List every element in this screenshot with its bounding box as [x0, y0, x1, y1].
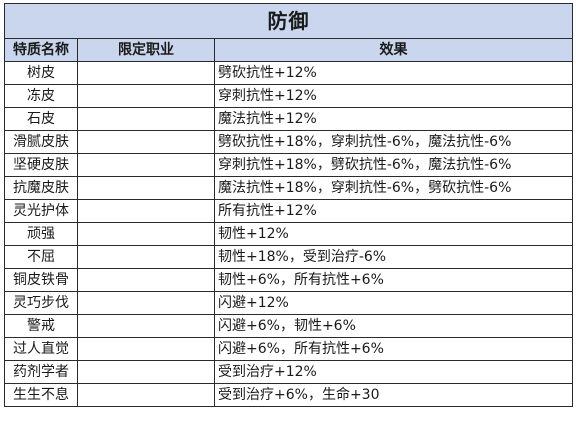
trait-class	[77, 130, 215, 154]
trait-name: 滑腻皮肤	[4, 130, 78, 154]
table-row: 树皮 劈砍抗性+12%	[4, 61, 574, 85]
trait-class	[77, 245, 215, 269]
trait-effect: 劈砍抗性+12%	[213, 61, 574, 85]
table-row: 灵光护体 所有抗性+12%	[4, 199, 574, 223]
trait-effect: 韧性+6%，所有抗性+6%	[213, 268, 574, 292]
trait-name: 生生不息	[4, 383, 78, 407]
table-row: 坚硬皮肤 穿刺抗性+18%，劈砍抗性-6%，魔法抗性-6%	[4, 153, 574, 177]
trait-effect: 闪避+12%	[213, 291, 574, 315]
table-row: 铜皮铁骨 韧性+6%，所有抗性+6%	[4, 268, 574, 292]
trait-class	[77, 222, 215, 246]
trait-effect: 所有抗性+12%	[213, 199, 574, 223]
trait-name: 坚硬皮肤	[4, 153, 78, 177]
trait-name: 树皮	[4, 61, 78, 85]
trait-class	[77, 107, 215, 131]
trait-effect: 穿刺抗性+18%，劈砍抗性-6%，魔法抗性-6%	[213, 153, 574, 177]
trait-effect: 闪避+6%，韧性+6%	[213, 314, 574, 338]
header-row: 特质名称 限定职业 效果	[4, 38, 574, 62]
column-header-effect: 效果	[213, 38, 574, 62]
trait-name: 铜皮铁骨	[4, 268, 78, 292]
trait-name: 石皮	[4, 107, 78, 131]
table-row: 药剂学者 受到治疗+12%	[4, 360, 574, 384]
trait-class	[77, 268, 215, 292]
table-row: 顽强 韧性+12%	[4, 222, 574, 246]
table-row: 不屈 韧性+18%，受到治疗-6%	[4, 245, 574, 269]
trait-name: 过人直觉	[4, 337, 78, 361]
trait-name: 顽强	[4, 222, 78, 246]
table-row: 灵巧步伐 闪避+12%	[4, 291, 574, 315]
trait-class	[77, 337, 215, 361]
trait-name: 警戒	[4, 314, 78, 338]
table-row: 石皮 魔法抗性+12%	[4, 107, 574, 131]
trait-effect: 韧性+18%，受到治疗-6%	[213, 245, 574, 269]
trait-class	[77, 291, 215, 315]
trait-class	[77, 153, 215, 177]
trait-name: 冻皮	[4, 84, 78, 108]
trait-class	[77, 176, 215, 200]
trait-effect: 韧性+12%	[213, 222, 574, 246]
trait-class	[77, 199, 215, 223]
trait-class	[77, 383, 215, 407]
trait-effect: 受到治疗+12%	[213, 360, 574, 384]
trait-name: 抗魔皮肤	[4, 176, 78, 200]
table-body: 树皮 劈砍抗性+12% 冻皮 穿刺抗性+12% 石皮 魔法抗性+12% 滑腻皮肤…	[4, 61, 574, 407]
trait-effect: 魔法抗性+18%，穿刺抗性-6%，劈砍抗性-6%	[213, 176, 574, 200]
trait-name: 药剂学者	[4, 360, 78, 384]
table-row: 警戒 闪避+6%，韧性+6%	[4, 314, 574, 338]
table-row: 冻皮 穿刺抗性+12%	[4, 84, 574, 108]
trait-name: 灵光护体	[4, 199, 78, 223]
defense-traits-table: 防御 特质名称 限定职业 效果 树皮 劈砍抗性+12% 冻皮 穿刺抗性+12% …	[3, 3, 574, 407]
trait-effect: 穿刺抗性+12%	[213, 84, 574, 108]
trait-class	[77, 61, 215, 85]
trait-effect: 魔法抗性+12%	[213, 107, 574, 131]
table-row: 滑腻皮肤 劈砍抗性+18%，穿刺抗性-6%，魔法抗性-6%	[4, 130, 574, 154]
column-header-name: 特质名称	[4, 38, 78, 62]
trait-class	[77, 84, 215, 108]
trait-effect: 受到治疗+6%，生命+30	[213, 383, 574, 407]
trait-class	[77, 314, 215, 338]
column-header-class: 限定职业	[77, 38, 215, 62]
table-row: 过人直觉 闪避+6%，所有抗性+6%	[4, 337, 574, 361]
trait-class	[77, 360, 215, 384]
table-row: 抗魔皮肤 魔法抗性+18%，穿刺抗性-6%，劈砍抗性-6%	[4, 176, 574, 200]
trait-effect: 闪避+6%，所有抗性+6%	[213, 337, 574, 361]
trait-name: 不屈	[4, 245, 78, 269]
trait-name: 灵巧步伐	[4, 291, 78, 315]
trait-effect: 劈砍抗性+18%，穿刺抗性-6%，魔法抗性-6%	[213, 130, 574, 154]
table-row: 生生不息 受到治疗+6%，生命+30	[4, 383, 574, 407]
table-title: 防御	[3, 3, 574, 39]
